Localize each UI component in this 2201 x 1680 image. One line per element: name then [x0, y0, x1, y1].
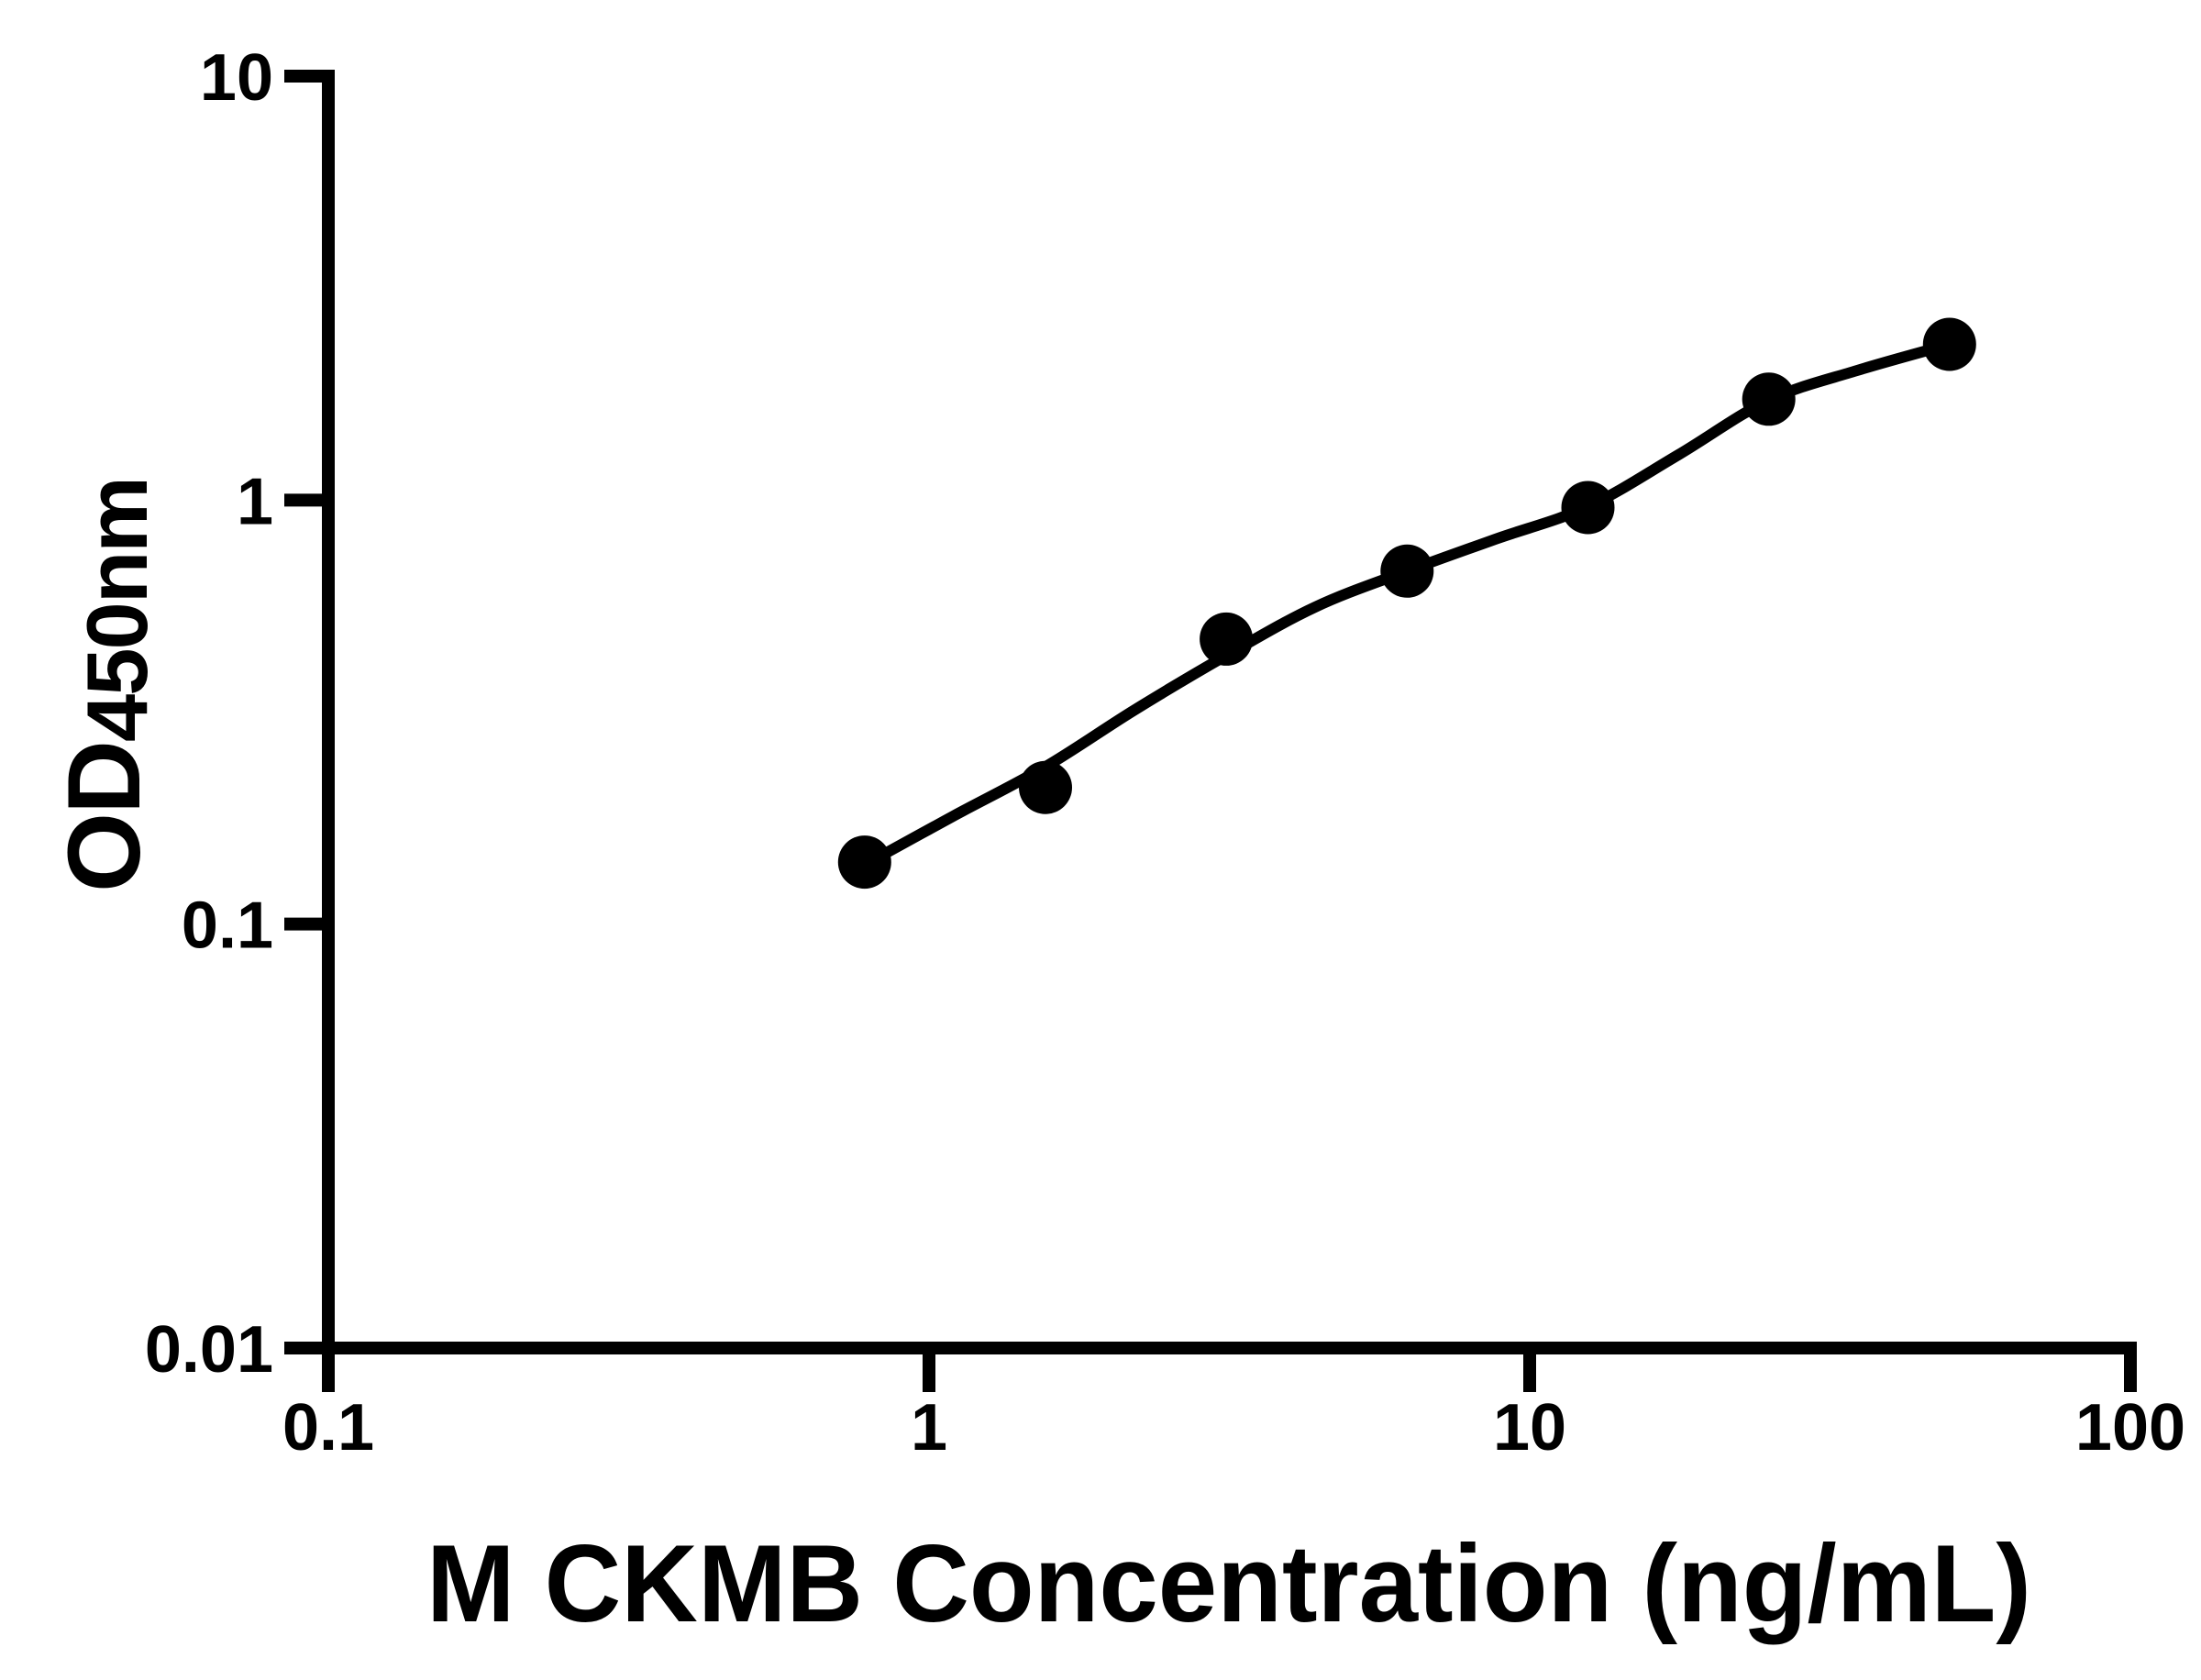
x-tick-label: 1 [911, 1391, 947, 1464]
data-point [1922, 317, 1976, 371]
data-point [1742, 372, 1796, 426]
data-point [1019, 760, 1072, 814]
y-tick-label: 1 [237, 465, 273, 538]
y-axis-tick-labels: 10 1 0.1 0.01 [145, 41, 273, 1387]
y-tick-label: 0.01 [145, 1313, 273, 1387]
x-axis-ticks [322, 1348, 2137, 1392]
x-tick-label: 0.1 [282, 1391, 374, 1464]
y-tick-label: 0.1 [182, 890, 273, 963]
y-tick-label: 10 [200, 41, 273, 115]
data-point [1561, 481, 1615, 535]
y-axis-title-main: OD [47, 742, 161, 892]
data-points [837, 317, 1976, 890]
data-point [837, 835, 891, 890]
data-point [1380, 544, 1434, 598]
axes [322, 70, 2137, 1354]
x-axis-title: M CKMB Concentration (ng/mL) [426, 1522, 2031, 1645]
data-point [1200, 612, 1254, 666]
y-axis-title-sub: 450nm [69, 478, 165, 742]
y-axis-title: OD450nm [47, 478, 165, 892]
x-tick-label: 100 [2075, 1391, 2185, 1464]
y-axis-ticks [284, 70, 328, 1354]
x-axis-tick-labels: 0.1 1 10 100 [282, 1391, 2185, 1464]
elisa-standard-curve-figure: 0.1 1 10 100 10 1 0.1 0.01 M CKMB Concentratio… [37, 15, 2201, 1665]
x-tick-label: 10 [1493, 1391, 1566, 1464]
